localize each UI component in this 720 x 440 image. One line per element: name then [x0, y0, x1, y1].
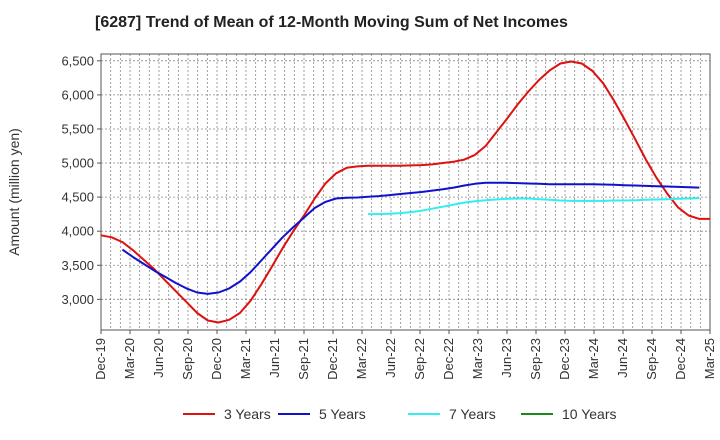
legend-label: 10 Years	[562, 406, 617, 422]
y-tick-label: 3,500	[61, 258, 94, 273]
x-tick-label: Dec-23	[557, 338, 572, 380]
y-axis: 3,000 3,500 4,000 4,500 5,000 5,500 6,000 6,500	[61, 53, 101, 307]
y-tick-label: 4,500	[61, 190, 94, 205]
series-line	[121, 181, 700, 295]
x-tick-label: Dec-19	[93, 338, 108, 380]
x-tick-label: Jun-24	[615, 338, 630, 378]
x-tick-label: Sep-23	[528, 338, 543, 380]
x-tick-label: Mar-25	[702, 338, 717, 379]
y-tick-label: 5,000	[61, 156, 94, 171]
series-line	[368, 197, 700, 216]
x-axis: Dec-19 Mar-20 Jun-20 Sep-20 Dec-20 Mar-21 Jun-…	[93, 330, 717, 380]
y-axis-title: Amount (million yen)	[6, 128, 22, 256]
y-tick-label: 4,000	[61, 224, 94, 239]
chart-title: [6287] Trend of Mean of 12-Month Moving …	[95, 14, 568, 31]
x-tick-label: Sep-20	[180, 338, 195, 380]
legend-label: 7 Years	[449, 406, 496, 422]
x-tick-label: Mar-23	[470, 338, 485, 379]
legend-label: 5 Years	[319, 406, 366, 422]
x-tick-label: Sep-24	[644, 338, 659, 380]
series-line	[100, 60, 710, 324]
x-tick-label: Mar-21	[238, 338, 253, 379]
series-lines	[100, 60, 710, 324]
x-tick-label: Mar-22	[354, 338, 369, 379]
y-tick-label: 3,000	[61, 292, 94, 307]
plot-area	[101, 54, 710, 330]
x-tick-label: Jun-23	[499, 338, 514, 378]
x-tick-label: Mar-20	[122, 338, 137, 379]
x-tick-label: Jun-22	[383, 338, 398, 378]
y-tick-label: 6,000	[61, 87, 94, 102]
x-tick-label: Sep-21	[296, 338, 311, 380]
x-tick-label: Jun-20	[151, 338, 166, 378]
legend: 3 Years 5 Years 7 Years 10 Years	[183, 406, 617, 422]
x-tick-label: Dec-22	[441, 338, 456, 380]
grid	[100, 54, 710, 330]
plot-border	[100, 53, 711, 331]
x-tick-label: Mar-24	[586, 338, 601, 379]
x-tick-label: Sep-22	[412, 338, 427, 380]
y-tick-label: 6,500	[61, 53, 94, 68]
x-tick-label: Jun-21	[267, 338, 282, 378]
y-tick-label: 5,500	[61, 121, 94, 136]
x-tick-label: Dec-20	[209, 338, 224, 380]
x-tick-label: Dec-21	[325, 338, 340, 380]
legend-label: 3 Years	[224, 406, 271, 422]
x-tick-label: Dec-24	[673, 338, 688, 380]
